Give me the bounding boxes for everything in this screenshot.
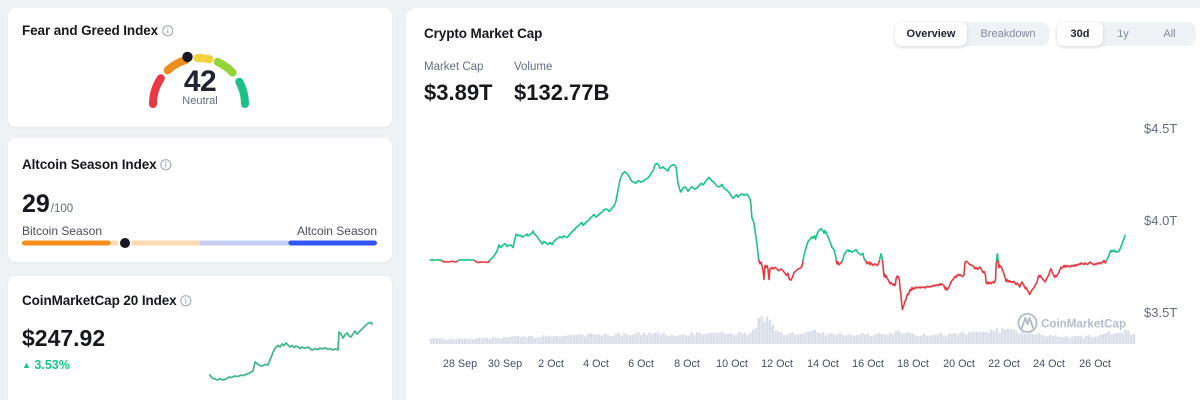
svg-text:CoinMarketCap: CoinMarketCap: [1041, 317, 1126, 330]
